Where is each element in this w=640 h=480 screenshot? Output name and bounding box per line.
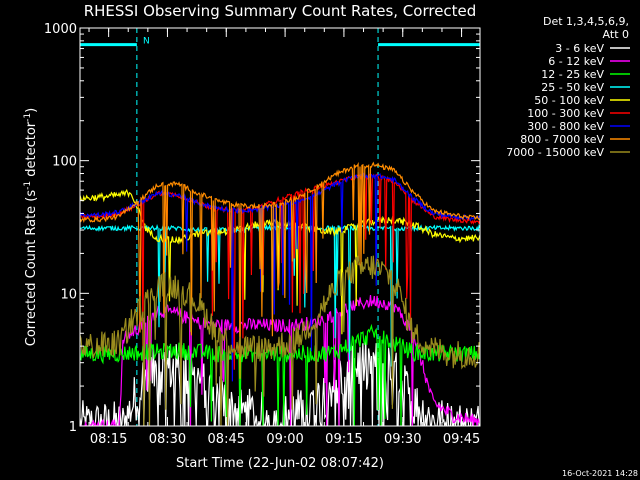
x-tick-label: 08:30 — [149, 432, 186, 447]
y-axis-label-part: -1 — [23, 181, 33, 190]
series-line-800-7000-kev — [80, 161, 480, 379]
y-axis-label-part: Corrected Count Rate (s — [24, 190, 39, 347]
chart-title: RHESSI Observing Summary Count Rates, Co… — [84, 2, 477, 20]
y-tick-label: 100 — [52, 155, 77, 170]
footer-timestamp: 16-Oct-2021 14:28 — [562, 469, 638, 478]
plot-area: N — [80, 28, 480, 426]
legend-label: 3 - 6 keV — [555, 42, 604, 55]
legend-label: 100 - 300 keV — [527, 107, 604, 120]
x-tick-label: 09:15 — [325, 432, 362, 447]
night-annotation-label: N — [143, 37, 150, 47]
series-line-12-25-kev — [80, 323, 480, 426]
series-group — [80, 28, 480, 426]
y-axis-label-part: detector — [24, 121, 39, 181]
y-axis-label-part: ) — [24, 108, 39, 113]
series-line-7000-15000-kev — [80, 255, 480, 426]
y-axis-label-part: -1 — [23, 113, 33, 122]
y-tick-label: 1000 — [44, 22, 77, 37]
legend-header-line-2: Att 0 — [603, 28, 629, 41]
legend-label: 300 - 800 keV — [527, 120, 604, 133]
legend-label: 12 - 25 keV — [541, 68, 604, 81]
x-axis-label: Start Time (22-Jun-02 08:07:42) — [176, 456, 384, 471]
legend-header-line-1: Det 1,3,4,5,6,9, — [543, 15, 629, 28]
legend-label: 800 - 7000 keV — [520, 133, 604, 146]
plot-frame — [79, 27, 481, 427]
legend-label: 50 - 100 keV — [534, 94, 604, 107]
legend-label: 25 - 50 keV — [541, 81, 604, 94]
y-axis: 1 10 100 1000 — [44, 22, 480, 435]
x-tick-label: 09:00 — [266, 432, 303, 447]
x-tick-label: 08:15 — [90, 432, 127, 447]
legend-label: 6 - 12 keV — [548, 55, 604, 68]
y-tick-label: 1 — [69, 420, 77, 435]
legend-label: 7000 - 15000 keV — [506, 146, 604, 159]
x-axis: 08:15 08:30 08:45 09:00 09:15 09:30 09:45 — [88, 28, 480, 447]
y-tick-label: 10 — [60, 287, 77, 302]
x-tick-label: 09:45 — [443, 432, 480, 447]
y-axis-label: Corrected Count Rate (s-1 detector-1) — [23, 108, 39, 346]
x-tick-label: 08:45 — [208, 432, 245, 447]
x-tick-label: 09:30 — [384, 432, 421, 447]
